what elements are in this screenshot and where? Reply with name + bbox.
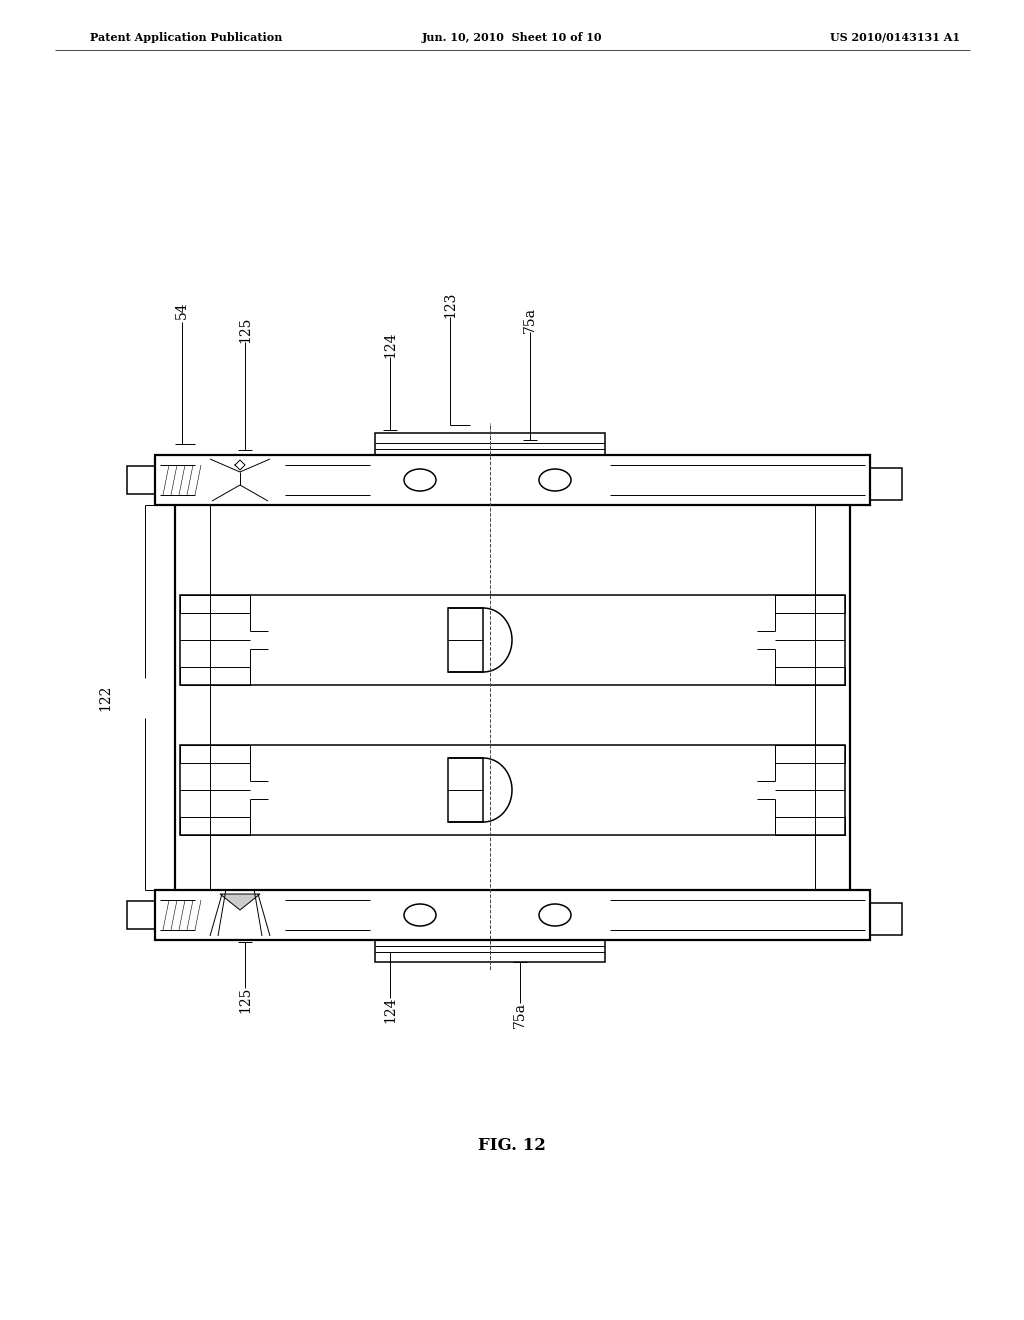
Bar bbox=[155, 455, 870, 506]
Bar bbox=[775, 817, 845, 836]
Bar bbox=[180, 744, 250, 763]
Text: 124: 124 bbox=[383, 997, 397, 1023]
Bar bbox=[375, 940, 605, 962]
Text: US 2010/0143131 A1: US 2010/0143131 A1 bbox=[830, 32, 961, 44]
Bar bbox=[180, 595, 250, 612]
Bar bbox=[870, 903, 902, 935]
Text: Jun. 10, 2010  Sheet 10 of 10: Jun. 10, 2010 Sheet 10 of 10 bbox=[422, 32, 602, 44]
Text: 122: 122 bbox=[98, 684, 112, 710]
Bar bbox=[180, 744, 845, 836]
Bar bbox=[180, 817, 250, 836]
Text: FIG. 12: FIG. 12 bbox=[478, 1137, 546, 1154]
Bar bbox=[180, 595, 845, 685]
Text: 123: 123 bbox=[443, 292, 457, 318]
Bar bbox=[127, 902, 155, 929]
Polygon shape bbox=[220, 894, 260, 909]
Bar bbox=[775, 595, 845, 612]
Bar bbox=[449, 758, 483, 822]
Text: 124: 124 bbox=[383, 331, 397, 358]
Text: 75a: 75a bbox=[513, 1002, 527, 1028]
Text: Patent Application Publication: Patent Application Publication bbox=[90, 32, 283, 44]
Bar bbox=[155, 890, 870, 940]
Bar bbox=[870, 467, 902, 500]
Text: 125: 125 bbox=[238, 987, 252, 1014]
Bar bbox=[449, 609, 483, 672]
Text: 54: 54 bbox=[175, 301, 189, 319]
Bar bbox=[775, 744, 845, 763]
Bar bbox=[127, 466, 155, 494]
Bar bbox=[180, 667, 250, 685]
Text: 125: 125 bbox=[238, 317, 252, 343]
Bar bbox=[775, 667, 845, 685]
Text: 75a: 75a bbox=[523, 308, 537, 333]
Bar bbox=[375, 433, 605, 455]
